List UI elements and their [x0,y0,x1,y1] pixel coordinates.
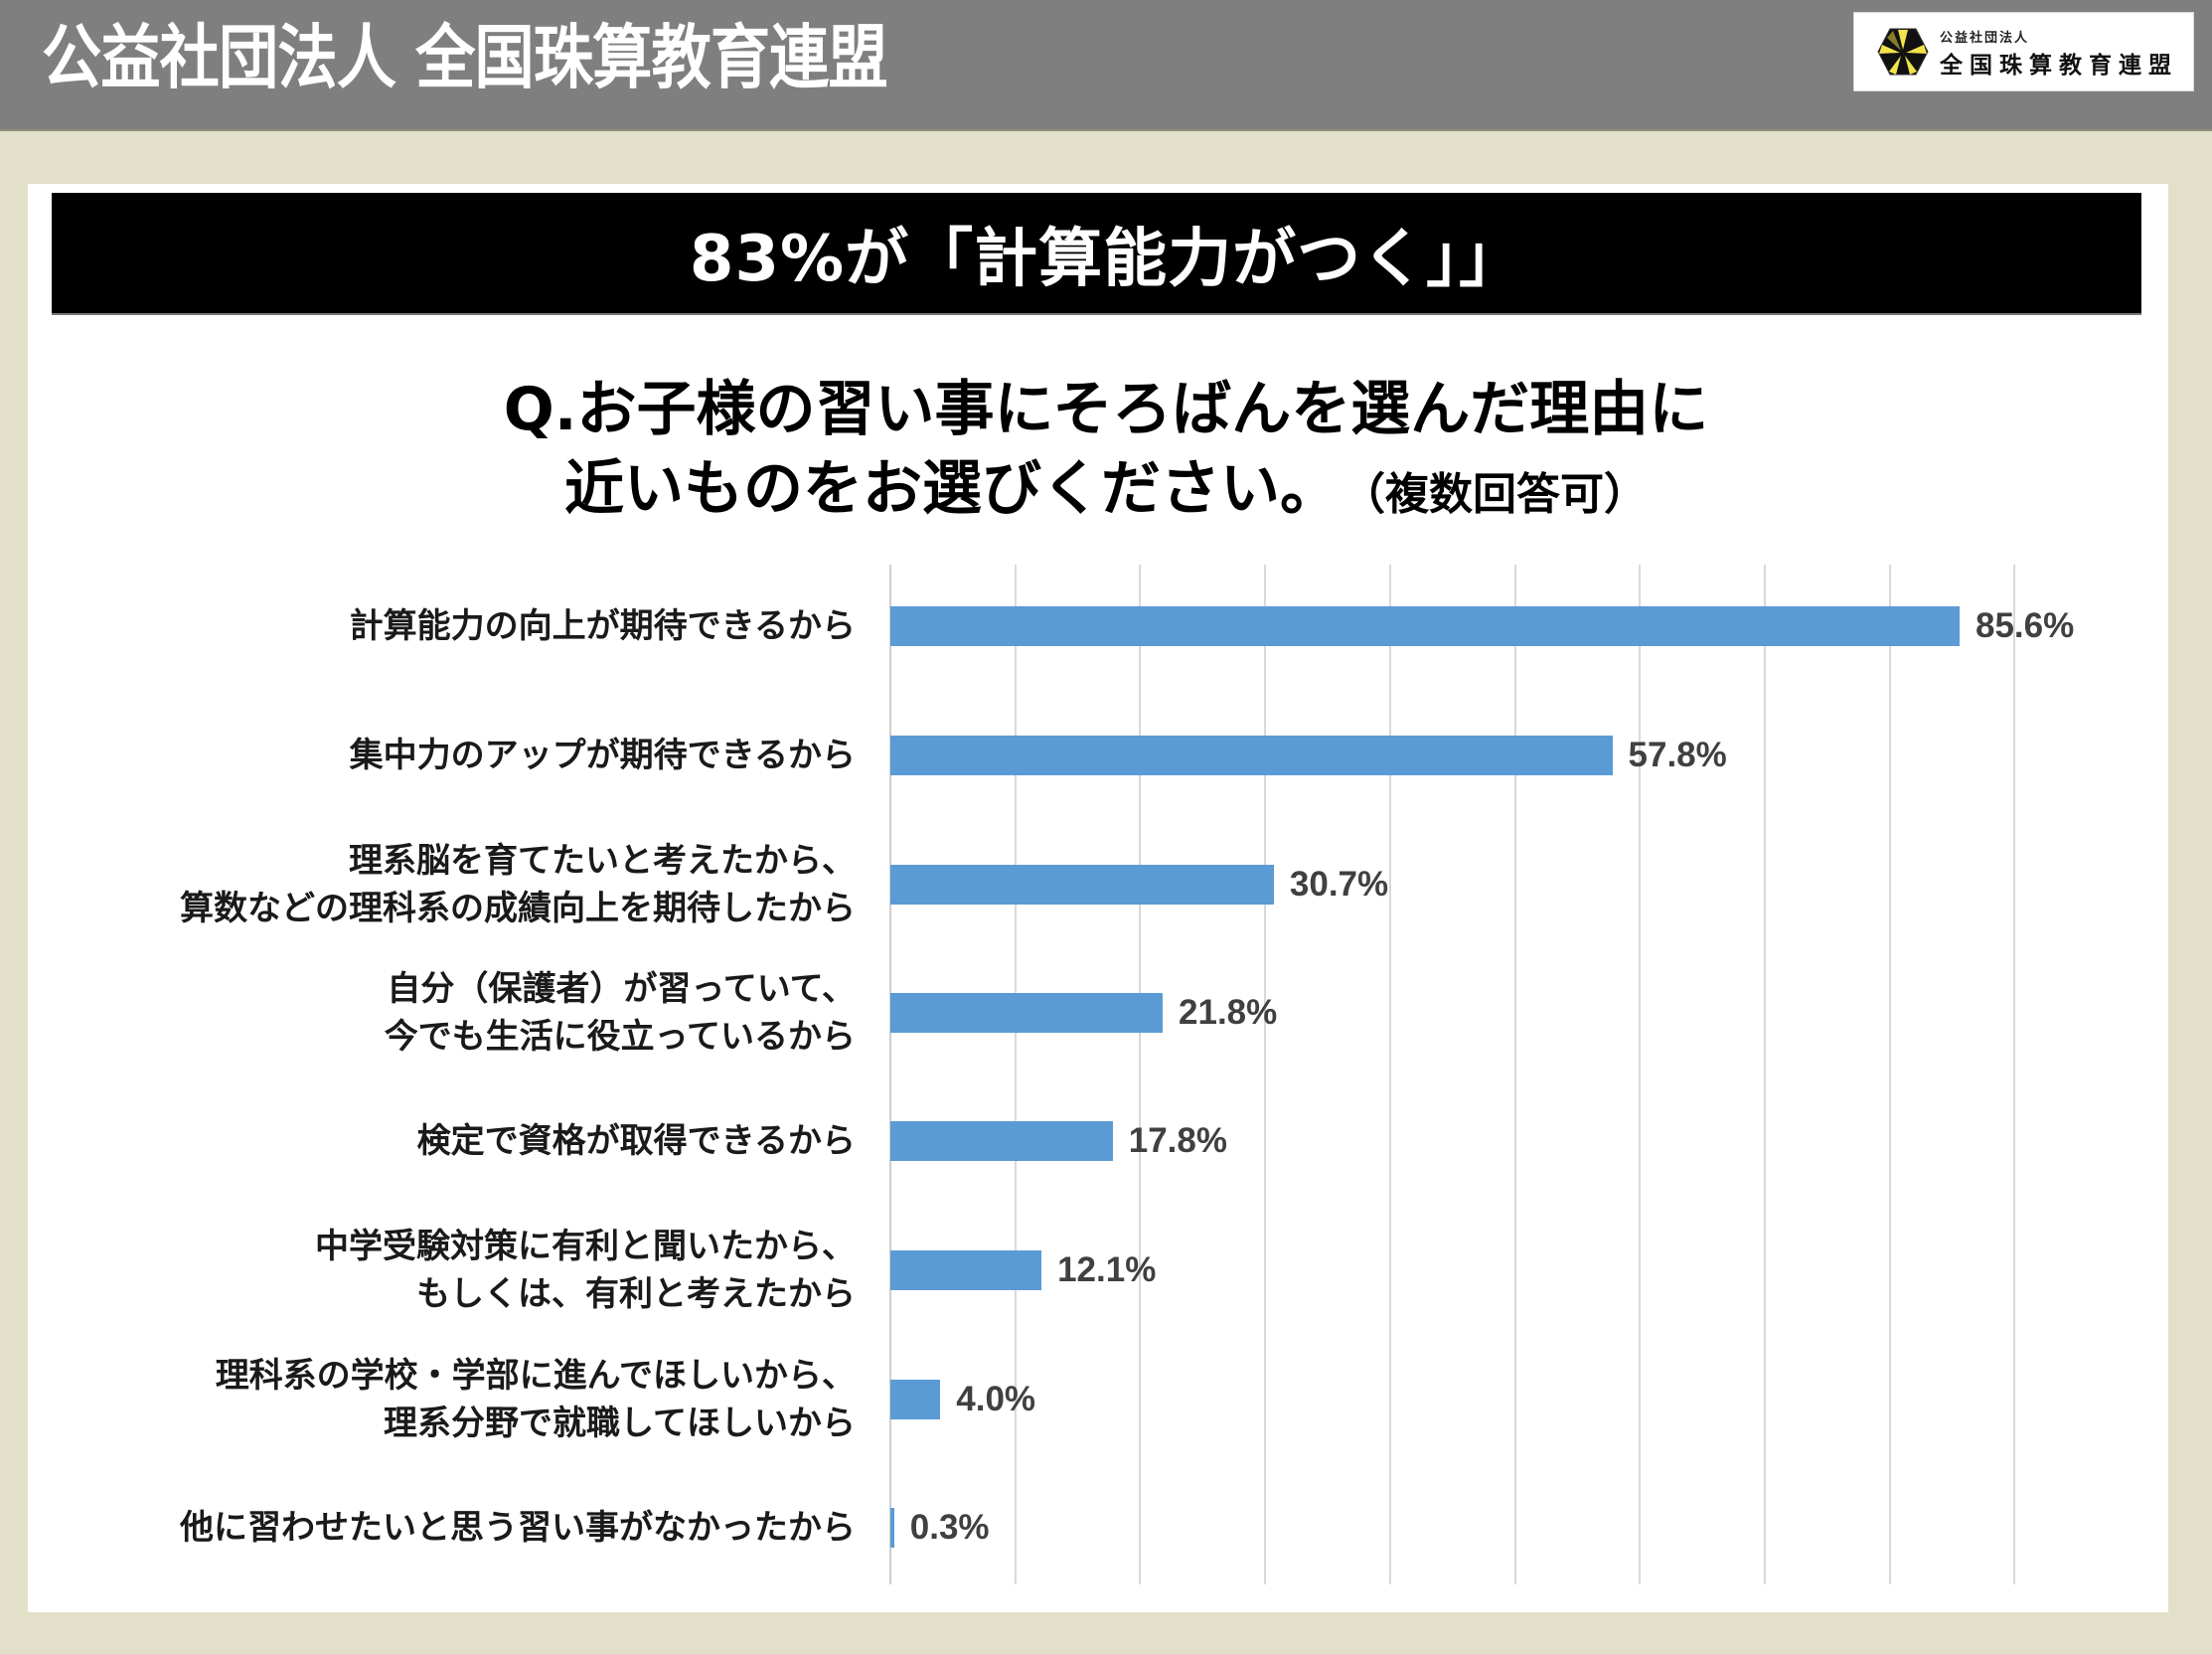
organization-title: 公益社団法人 全国珠算教育連盟 [42,17,888,98]
bar-value-label: 4.0% [956,1380,1036,1418]
bar-value-label: 17.8% [1128,1121,1227,1160]
category-label-line: 理科系の学校・学部に進んでほしいから、 [215,1356,856,1396]
bar-value-label: 12.1% [1057,1250,1157,1289]
category-label: 計算能力の向上が期待できるから [350,602,856,650]
bar-value-label: 21.8% [1179,993,1278,1032]
bar [890,1121,1113,1161]
gridline [2013,565,2016,1584]
gridline [1763,565,1766,1584]
gridline [1388,565,1391,1584]
category-label-line: 中学受験対策に有利と聞いたから、 [315,1227,856,1266]
category-label-line: 自分（保護者）が習っていて、 [387,969,856,1009]
category-label-line: 他に習わせたいと思う習い事がなかったから [180,1508,856,1548]
category-label: 理系脳を育てたいと考えたから、算数などの理科系の成績向上を期待したから [180,837,856,932]
question-line-1: Q.お子様の習い事にそろばんを選んだ理由に [503,375,1709,444]
gridline [1264,565,1267,1584]
bar-value-label: 57.8% [1628,736,1727,774]
bar [890,1250,1042,1290]
headline-text: 83%が「計算能力がつく」」 [689,222,1524,296]
gridline [1139,565,1142,1584]
bar [890,1508,894,1548]
category-label: 理科系の学校・学部に進んでほしいから、理系分野で就職してほしいから [216,1352,856,1447]
gridline [1513,565,1516,1584]
category-label: 他に習わせたいと思う習い事がなかったから [180,1504,856,1552]
category-label: 集中力のアップが期待できるから [350,732,856,779]
bar-value-label: 85.6% [1975,606,2075,645]
chart-axis [889,565,891,1584]
category-label-line: 集中力のアップが期待できるから [349,736,856,775]
bar [890,606,1960,646]
logo-subtitle: 公益社団法人 [1940,31,2030,46]
gridline [1014,565,1017,1584]
gridline [1639,565,1642,1584]
bar-value-label: 30.7% [1289,865,1389,904]
gridline [1888,565,1891,1584]
category-label: 自分（保護者）が習っていて、 今でも生活に役立っているから [385,965,856,1061]
question-line-2: 近いものをお選びください。 （複数回答可） [0,449,2212,535]
category-label-line: 検定で資格が取得できるから [416,1121,856,1161]
category-label-line: 今でも生活に役立っているから [384,1017,856,1057]
logo-name: 全国珠算教育連盟 [1940,52,2178,79]
category-label-line: 理系脳を育てたいと考えたから、 [349,841,856,881]
bar [890,736,1613,775]
bar-value-label: 0.3% [909,1508,990,1547]
bar [890,993,1164,1033]
category-label: 検定で資格が取得できるから [417,1117,856,1165]
hexagon-emblem-icon [1877,28,1929,76]
bar [890,1380,941,1419]
category-label-line: 算数などの理科系の成績向上を期待したから [180,889,856,928]
category-label: 中学受験対策に有利と聞いたから、もしくは、有利と考えたから [315,1223,856,1318]
header-bar: 公益社団法人 全国珠算教育連盟 公益社団法人 全国珠算教育連盟 [0,0,2212,131]
category-label-line: もしくは、有利と考えたから [416,1274,856,1314]
question-line-2-text: 近いものをお選びください。 [564,454,1340,524]
headline-banner: 83%が「計算能力がつく」」 [52,193,2141,315]
category-label-line: 計算能力の向上が期待できるから [349,606,856,646]
bar [890,865,1274,905]
multiple-answer-note: （複数回答可） [1363,469,1648,520]
category-label-line: 理系分野で就職してほしいから [384,1404,856,1443]
organization-logo: 公益社団法人 全国珠算教育連盟 [1853,12,2194,91]
